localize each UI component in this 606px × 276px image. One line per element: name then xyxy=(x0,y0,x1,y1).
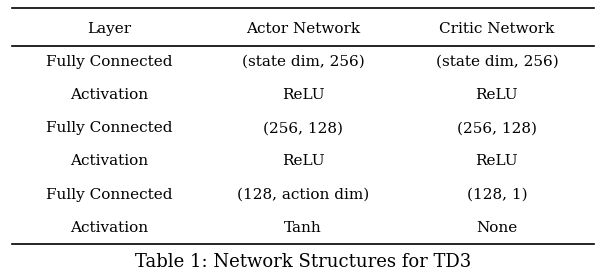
Text: (256, 128): (256, 128) xyxy=(263,121,343,135)
Text: ReLU: ReLU xyxy=(476,155,518,168)
Text: Activation: Activation xyxy=(70,88,148,102)
Text: Layer: Layer xyxy=(87,22,131,36)
Text: Actor Network: Actor Network xyxy=(246,22,360,36)
Text: Activation: Activation xyxy=(70,155,148,168)
Text: Fully Connected: Fully Connected xyxy=(46,55,172,69)
Text: (128, action dim): (128, action dim) xyxy=(237,188,369,201)
Text: ReLU: ReLU xyxy=(282,88,324,102)
Text: None: None xyxy=(476,221,518,235)
Text: (state dim, 256): (state dim, 256) xyxy=(242,55,364,69)
Text: ReLU: ReLU xyxy=(282,155,324,168)
Text: Activation: Activation xyxy=(70,221,148,235)
Text: Fully Connected: Fully Connected xyxy=(46,188,172,201)
Text: (256, 128): (256, 128) xyxy=(457,121,537,135)
Text: Critic Network: Critic Network xyxy=(439,22,554,36)
Text: ReLU: ReLU xyxy=(476,88,518,102)
Text: Table 1: Network Structures for TD3: Table 1: Network Structures for TD3 xyxy=(135,253,471,271)
Text: Fully Connected: Fully Connected xyxy=(46,121,172,135)
Text: (128, 1): (128, 1) xyxy=(467,188,527,201)
Text: Tanh: Tanh xyxy=(284,221,322,235)
Text: (state dim, 256): (state dim, 256) xyxy=(436,55,558,69)
